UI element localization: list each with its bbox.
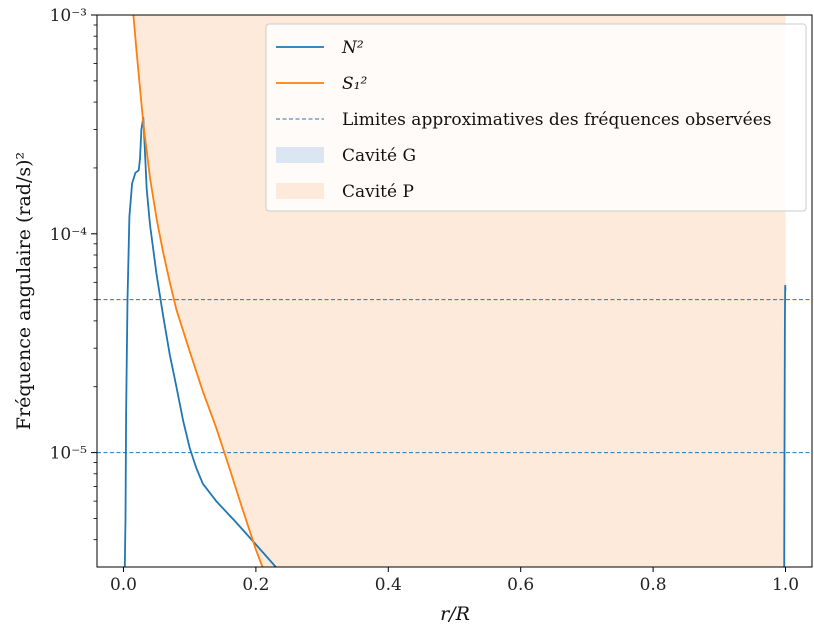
y-axis-label: Fréquence angulaire (rad/s)²: [13, 152, 35, 430]
x-tick-label: 0.0: [110, 575, 137, 595]
n-squared-line: [783, 284, 787, 567]
legend-swatch: [276, 183, 324, 199]
series-lines: [97, 15, 812, 567]
x-tick-label: 1.0: [772, 575, 799, 595]
legend-label: Limites approximatives des fréquences ob…: [342, 110, 771, 130]
n-squared-line: [123, 116, 277, 567]
x-tick-label: 0.6: [507, 575, 534, 595]
x-tick-label: 0.4: [375, 575, 402, 595]
s1-squared-line: [132, 15, 264, 567]
legend-box: [265, 23, 807, 212]
legend-label: S₁²: [342, 74, 367, 94]
x-axis-label: r/R: [440, 603, 470, 625]
legend-label: Cavité P: [342, 182, 414, 202]
legend-label: N²: [341, 38, 364, 58]
y-tick-label: 10⁻³: [50, 6, 87, 26]
x-tick-label: 0.2: [242, 575, 269, 595]
legend-label: Cavité G: [342, 146, 416, 166]
axes: 0.0 0.2 0.4 0.6 0.8 1.0 10⁻⁵ 10⁻⁴ 10⁻³: [50, 6, 813, 595]
y-tick-label: 10⁻⁴: [50, 225, 88, 245]
y-tick-label: 10⁻⁵: [50, 444, 88, 464]
plot-frame: [96, 14, 813, 568]
legend-swatch: [276, 147, 324, 163]
legend: N² S₁² Limites approximatives des fréquenc…: [265, 23, 807, 212]
x-tick-label: 0.8: [640, 575, 667, 595]
